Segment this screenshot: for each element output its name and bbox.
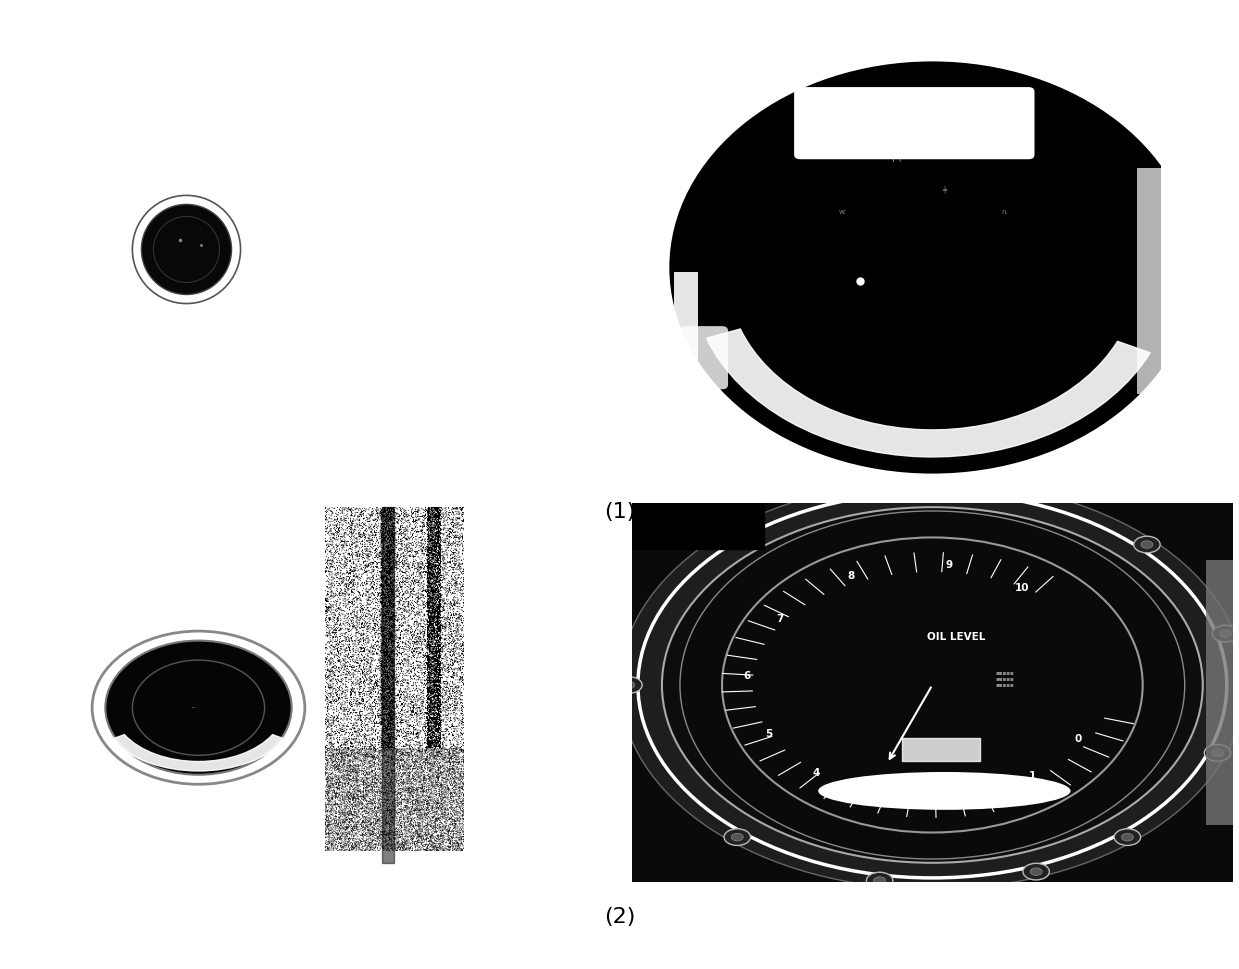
Text: ┤ ├: ┤ ├ <box>890 152 902 162</box>
Circle shape <box>1005 490 1017 497</box>
Bar <box>1136 170 1172 394</box>
Circle shape <box>873 877 886 885</box>
Text: ╪: ╪ <box>942 185 947 194</box>
Circle shape <box>616 677 642 694</box>
Text: 4: 4 <box>813 767 820 777</box>
Bar <box>674 272 698 372</box>
Circle shape <box>1121 833 1134 841</box>
Circle shape <box>724 828 751 846</box>
Circle shape <box>724 525 751 542</box>
Bar <box>1206 560 1233 826</box>
Circle shape <box>1134 537 1160 553</box>
Text: 8: 8 <box>847 571 855 580</box>
Text: (1): (1) <box>603 502 636 521</box>
Text: (2): (2) <box>603 906 636 925</box>
Circle shape <box>1219 630 1232 638</box>
Circle shape <box>1212 749 1224 757</box>
Ellipse shape <box>105 641 291 775</box>
Text: 2: 2 <box>960 792 968 802</box>
Circle shape <box>1030 868 1042 876</box>
Circle shape <box>731 529 743 537</box>
Text: 10: 10 <box>1015 582 1030 592</box>
Wedge shape <box>706 329 1150 457</box>
Circle shape <box>623 681 634 689</box>
Bar <box>1161 138 1214 430</box>
Ellipse shape <box>818 772 1070 810</box>
Text: 7: 7 <box>776 613 783 623</box>
Text: 3: 3 <box>881 794 888 803</box>
Text: 9: 9 <box>945 560 953 570</box>
Text: n.: n. <box>1001 209 1007 215</box>
Circle shape <box>731 833 743 841</box>
Circle shape <box>1141 542 1154 548</box>
Bar <box>382 508 394 863</box>
FancyBboxPatch shape <box>680 327 729 390</box>
Circle shape <box>873 486 886 493</box>
Ellipse shape <box>668 61 1197 476</box>
Ellipse shape <box>662 508 1203 863</box>
Ellipse shape <box>620 482 1239 890</box>
Text: 6: 6 <box>743 671 751 680</box>
Text: 5: 5 <box>766 728 773 738</box>
Circle shape <box>1023 863 1049 880</box>
Text: OIL LEVEL: OIL LEVEL <box>927 631 985 641</box>
Circle shape <box>866 872 893 889</box>
Ellipse shape <box>141 205 232 296</box>
Text: w:: w: <box>839 209 846 215</box>
Text: ▪▪▪▪▪
▪▪▪▪▪
▪▪▪▪▪: ▪▪▪▪▪ ▪▪▪▪▪ ▪▪▪▪▪ <box>995 670 1014 686</box>
Circle shape <box>1114 828 1141 846</box>
Circle shape <box>997 485 1025 502</box>
Circle shape <box>866 482 893 498</box>
Ellipse shape <box>680 512 1184 860</box>
Text: 0: 0 <box>1074 734 1082 743</box>
Circle shape <box>1212 626 1239 642</box>
FancyBboxPatch shape <box>794 88 1035 160</box>
Text: ─: ─ <box>191 705 195 710</box>
Text: 1: 1 <box>1028 770 1036 780</box>
Text: 08.22.2019 工期± 09:: 08.22.2019 工期± 09: <box>15 519 98 528</box>
Text: C: C <box>285 850 305 878</box>
Wedge shape <box>112 735 285 771</box>
Circle shape <box>1204 745 1230 762</box>
